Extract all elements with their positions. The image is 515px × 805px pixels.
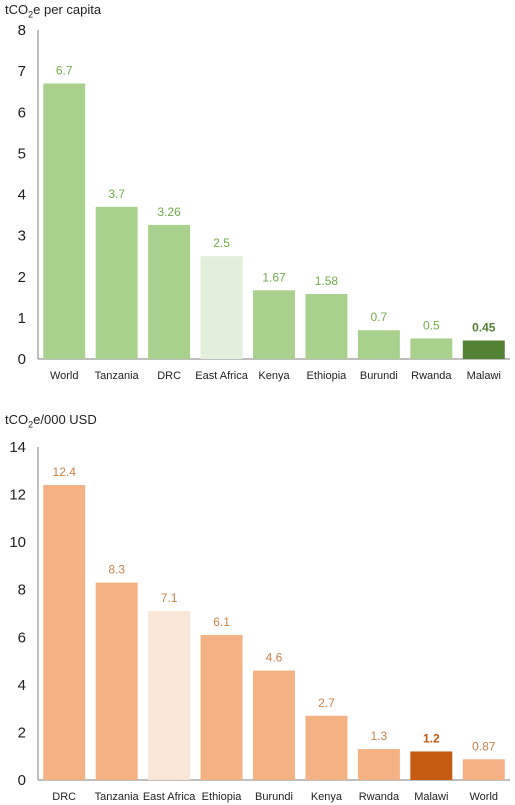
bar bbox=[95, 582, 138, 780]
data-label: 6.1 bbox=[213, 615, 230, 629]
y-tick-label: 2 bbox=[18, 269, 26, 286]
bar bbox=[305, 715, 348, 780]
data-label: 1.3 bbox=[371, 729, 388, 743]
x-tick-label: Kenya bbox=[311, 791, 343, 803]
y-tick-label: 4 bbox=[18, 187, 26, 204]
data-label: 1.67 bbox=[262, 270, 286, 284]
y-tick-label: 3 bbox=[18, 228, 26, 245]
bar bbox=[200, 634, 243, 780]
data-label: 0.45 bbox=[472, 320, 496, 334]
data-label: 0.7 bbox=[371, 310, 388, 324]
x-tick-label: World bbox=[470, 791, 499, 803]
data-label: 0.87 bbox=[472, 739, 496, 753]
y-tick-label: 6 bbox=[18, 629, 26, 646]
bar bbox=[410, 338, 453, 359]
bar bbox=[148, 611, 191, 780]
bar bbox=[95, 206, 138, 359]
bar bbox=[357, 749, 400, 780]
bar bbox=[410, 751, 453, 780]
y-tick-label: 2 bbox=[18, 724, 26, 741]
y-tick-label: 4 bbox=[18, 677, 26, 694]
bar bbox=[253, 670, 295, 780]
chart-plot-area: 0 1 2 3 4 5 6 7 8 6.7 World 3.7 Tanzania 3.26 DRC 2.5 Ea… bbox=[18, 22, 510, 382]
data-label: 1.2 bbox=[423, 731, 440, 745]
x-tick-label: Ethiopia bbox=[307, 370, 348, 382]
y-tick-label: 5 bbox=[18, 145, 26, 162]
x-tick-label: East Africa bbox=[143, 791, 196, 803]
y-tick-label: 7 bbox=[18, 63, 26, 80]
x-tick-label: Kenya bbox=[258, 370, 290, 382]
y-tick-label: 6 bbox=[18, 104, 26, 121]
emissions-per-capita-chart: tCO2e per capita 0 1 2 3 4 5 6 7 8 6.7 World 3.7 Tan… bbox=[0, 0, 515, 390]
y-tick-label: 8 bbox=[18, 582, 26, 599]
bar bbox=[462, 340, 505, 359]
x-tick-label: Rwanda bbox=[359, 791, 400, 803]
data-label: 12.4 bbox=[53, 465, 77, 479]
x-tick-label: Tanzania bbox=[95, 791, 140, 803]
x-tick-label: Burundi bbox=[360, 370, 398, 382]
bar bbox=[43, 485, 86, 780]
data-label: 1.58 bbox=[315, 274, 339, 288]
data-label: 7.1 bbox=[161, 591, 178, 605]
y-tick-label: 14 bbox=[9, 439, 26, 456]
x-tick-label: Malawi bbox=[467, 370, 501, 382]
x-tick-label: Rwanda bbox=[411, 370, 452, 382]
y-tick-label: 1 bbox=[18, 310, 26, 327]
x-tick-label: Burundi bbox=[255, 791, 293, 803]
data-label: 4.6 bbox=[266, 651, 283, 665]
x-tick-label: Tanzania bbox=[95, 370, 140, 382]
y-tick-label: 10 bbox=[9, 534, 26, 551]
bar bbox=[43, 83, 86, 360]
bar bbox=[253, 290, 295, 359]
bar bbox=[462, 759, 505, 780]
bar bbox=[357, 330, 400, 359]
data-label: 6.7 bbox=[56, 63, 73, 77]
x-tick-label: East Africa bbox=[195, 370, 248, 382]
x-tick-label: Ethiopia bbox=[202, 791, 243, 803]
data-label: 3.26 bbox=[157, 205, 181, 219]
y-axis-unit-label: tCO2e per capita bbox=[5, 2, 102, 20]
data-label: 8.3 bbox=[108, 563, 125, 577]
data-label: 3.7 bbox=[108, 187, 125, 201]
chart-plot-area: 0 2 4 6 8 10 12 14 12.4 DRC 8.3 Tanzania 7.1 East Afr… bbox=[9, 439, 510, 803]
bar bbox=[200, 256, 243, 359]
data-label: 2.7 bbox=[318, 696, 335, 710]
y-tick-label: 8 bbox=[18, 22, 26, 39]
bar bbox=[305, 294, 348, 359]
y-axis-unit-label: tCO2e/000 USD bbox=[5, 412, 97, 430]
y-tick-label: 0 bbox=[18, 351, 26, 368]
x-tick-label: DRC bbox=[52, 791, 76, 803]
data-label: 2.5 bbox=[213, 236, 230, 250]
bar bbox=[148, 224, 191, 359]
y-tick-label: 0 bbox=[18, 772, 26, 789]
data-label: 0.5 bbox=[423, 318, 440, 332]
x-tick-label: Malawi bbox=[414, 791, 448, 803]
x-tick-label: DRC bbox=[157, 370, 181, 382]
emissions-intensity-chart: tCO2e/000 USD 0 2 4 6 8 10 12 14 12.4 DRC 8.3 Tanza… bbox=[0, 405, 515, 805]
x-tick-label: World bbox=[50, 370, 79, 382]
y-tick-label: 12 bbox=[9, 487, 26, 504]
